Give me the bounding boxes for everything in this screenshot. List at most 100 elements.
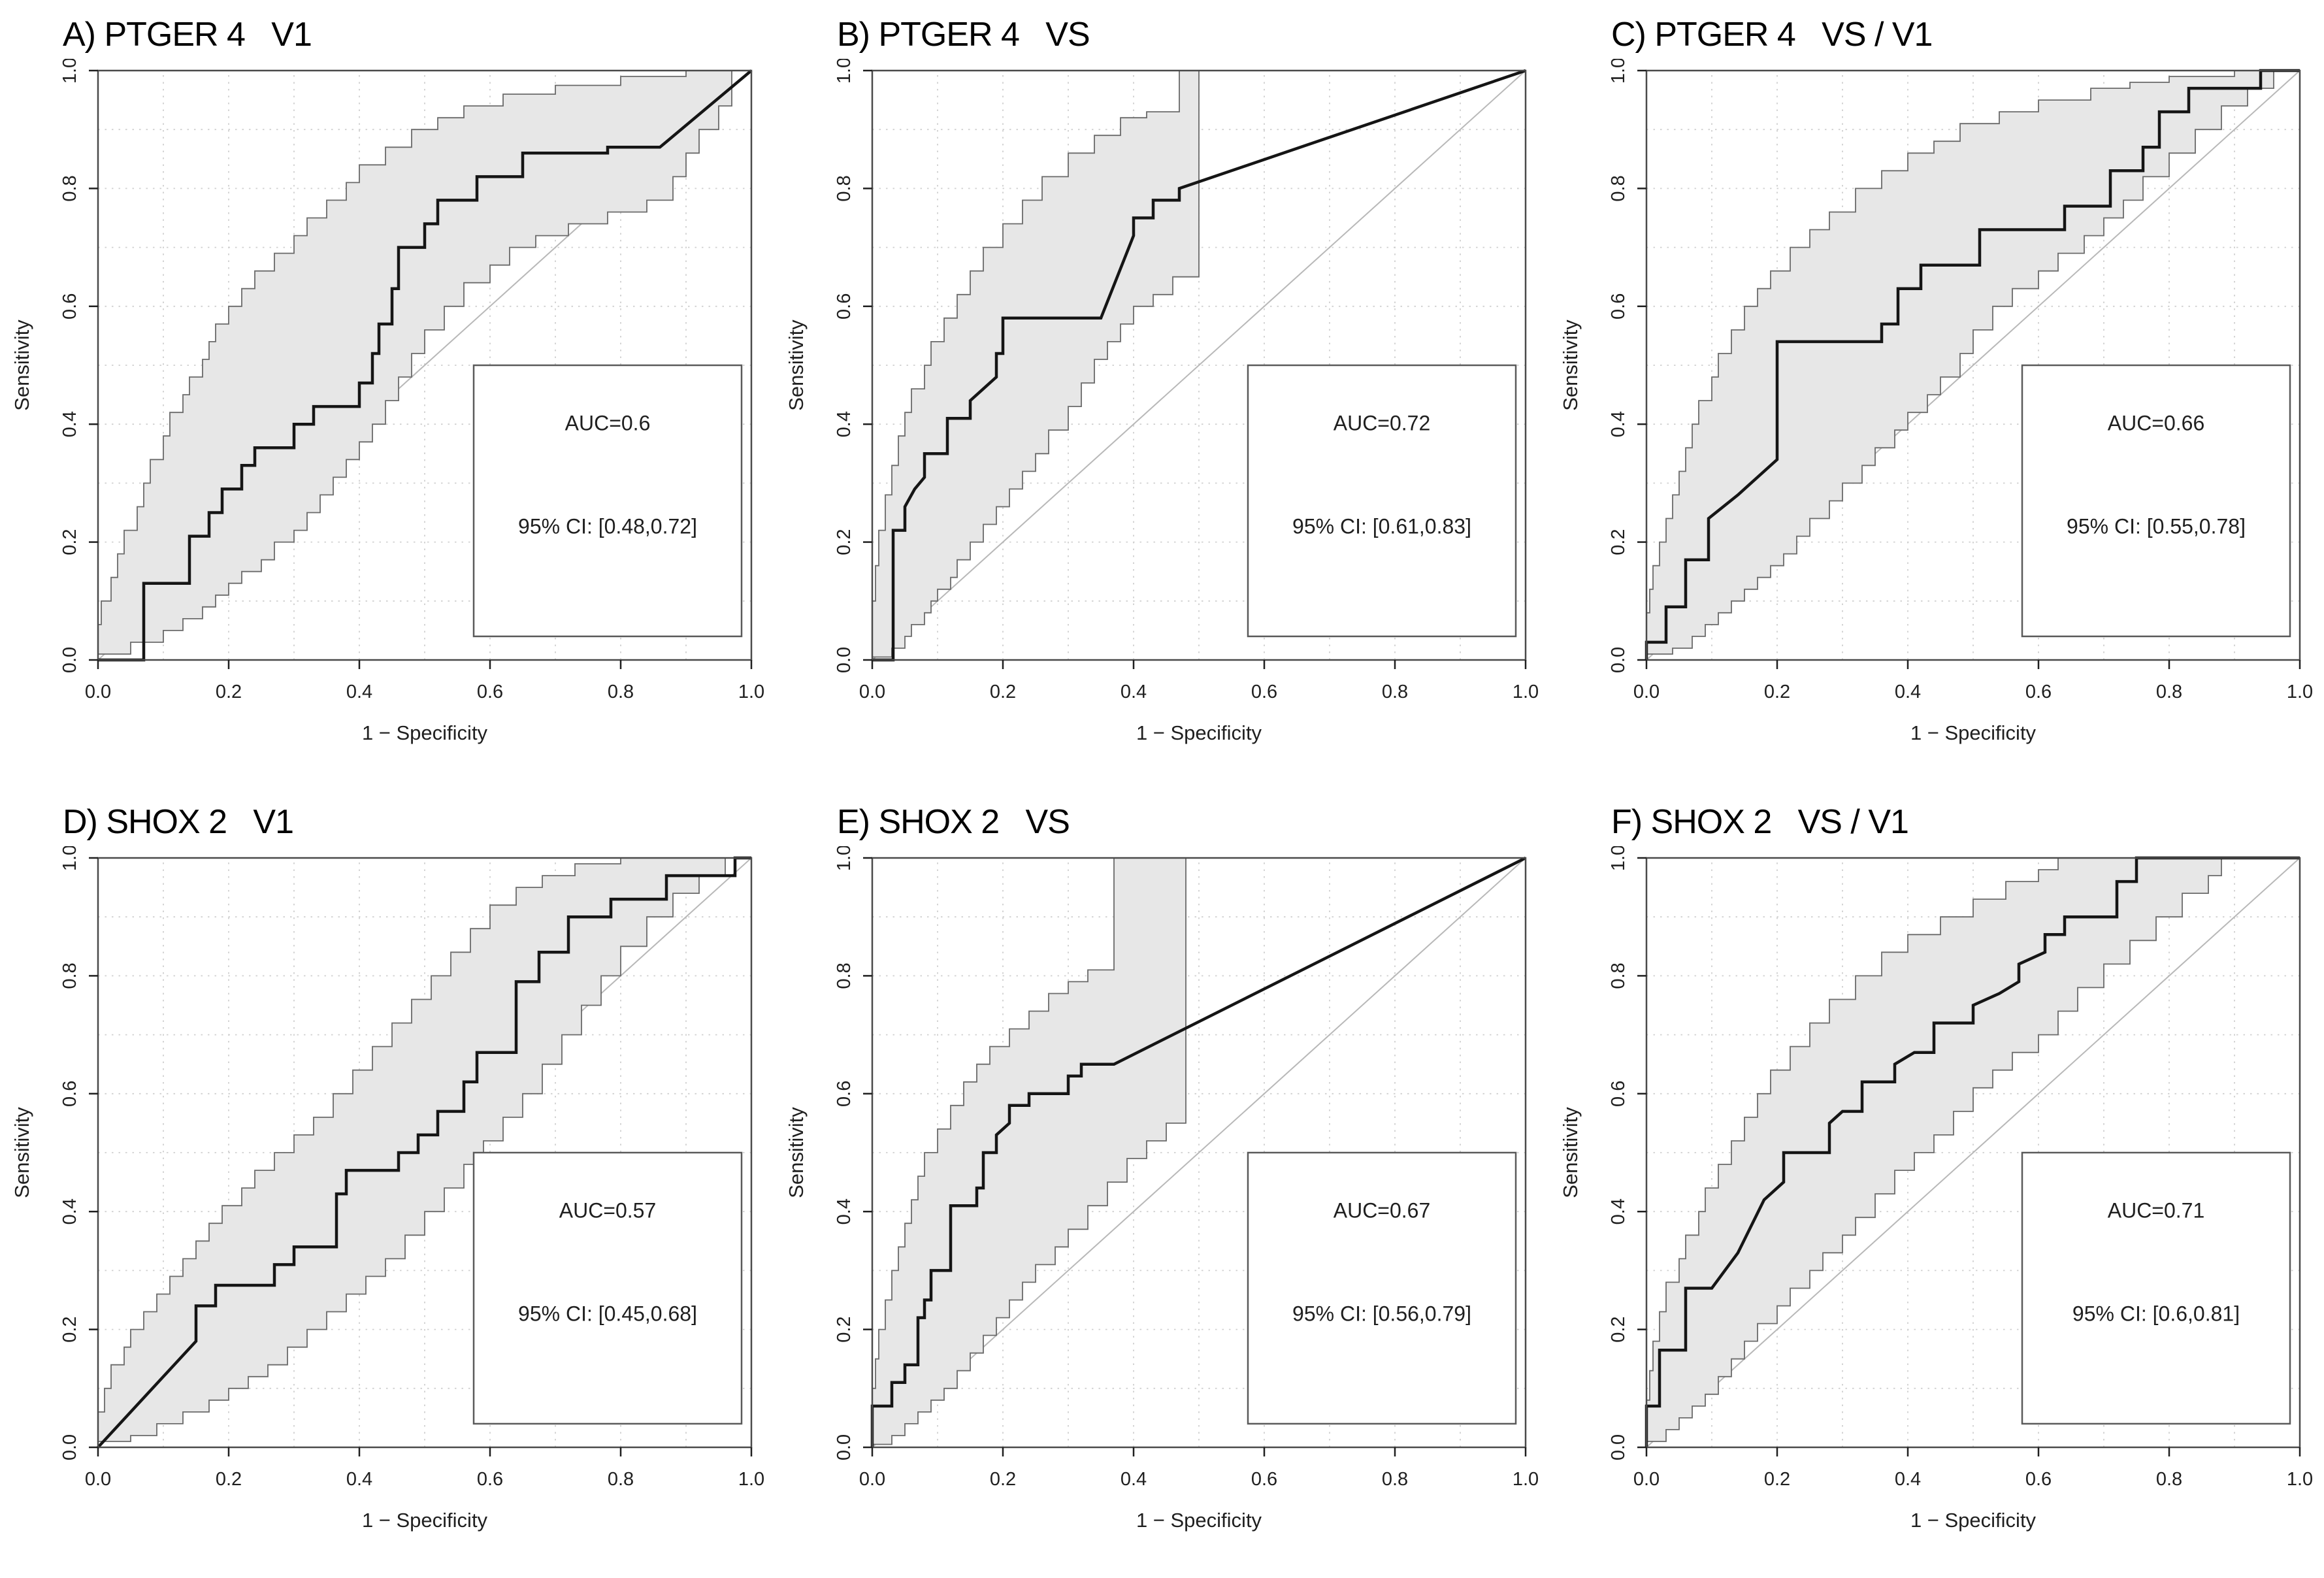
- y-axis-title: Sensitivity: [1559, 1107, 1582, 1198]
- panel-f: F) SHOX 2 VS / V1 AUC=0.71 95% CI: [0.6,0…: [1548, 787, 2323, 1575]
- axis-ticks: [89, 69, 753, 669]
- annotation-box: [1247, 1151, 1517, 1425]
- plot-frame: [1645, 69, 2301, 661]
- confidence-band: [1646, 858, 2300, 1447]
- y-tick-label: 0.6: [834, 1081, 855, 1107]
- x-tick-label: 0.6: [1251, 1469, 1277, 1490]
- axis-ticks: [863, 69, 1527, 669]
- y-tick-label: 0.8: [59, 962, 80, 989]
- panel-b: B) PTGER 4 VS AUC=0.72 95% CI: [0.61,0.83…: [774, 0, 1548, 787]
- y-tick-label: 0.0: [1608, 1434, 1629, 1460]
- y-tick-label: 1.0: [1608, 59, 1629, 84]
- x-tick-label: 1.0: [1513, 1469, 1539, 1490]
- y-tick-label: 0.6: [59, 1081, 80, 1107]
- roc-plot-b: AUC=0.72 95% CI: [0.61,0.83] 0.0 0.2 0.4 0.6 0…: [785, 59, 1539, 744]
- ci-value-label: 95% CI: [0.55,0.78]: [2067, 514, 2246, 538]
- x-axis-title: 1 − Specificity: [362, 721, 488, 744]
- ci-value-label: 95% CI: [0.61,0.83]: [1292, 514, 1471, 538]
- plot-frame: [871, 69, 1527, 661]
- y-tick-label: 0.4: [59, 411, 80, 437]
- y-tick-label: 0.2: [834, 529, 855, 555]
- auc-value-label: AUC=0.71: [2108, 1199, 2205, 1223]
- confidence-band: [872, 71, 1526, 660]
- x-tick-label: 0.4: [1895, 1469, 1921, 1490]
- y-tick-label: 1.0: [1608, 846, 1629, 871]
- confidence-band-lower-edge: [872, 857, 1526, 1447]
- plot-frame: [1645, 857, 2301, 1449]
- roc-plot-d: AUC=0.57 95% CI: [0.45,0.68] 0.0 0.2 0.4 0.6 0…: [10, 846, 764, 1532]
- panel-b-title: B) PTGER 4 VS: [837, 16, 1090, 54]
- x-tick-label: 0.6: [477, 682, 503, 702]
- y-tick-label: 0.0: [834, 1434, 855, 1460]
- axis-ticks: [863, 857, 1527, 1456]
- ci-value-label: 95% CI: [0.6,0.81]: [2072, 1302, 2240, 1325]
- y-tick-label: 0.2: [59, 529, 80, 555]
- x-tick-label: 0.6: [1251, 682, 1277, 702]
- y-tick-label: 0.8: [59, 175, 80, 201]
- x-tick-label: 0.2: [1764, 1469, 1790, 1490]
- confidence-band: [1646, 71, 2300, 660]
- y-tick-label: 0.2: [59, 1316, 80, 1342]
- x-tick-label: 0.4: [1121, 1469, 1147, 1490]
- x-axis-title: 1 − Specificity: [1136, 1509, 1262, 1532]
- panel-c-title: C) PTGER 4 VS / V1: [1611, 16, 1933, 54]
- x-tick-label: 0.8: [1382, 682, 1408, 702]
- ci-value-label: 95% CI: [0.48,0.72]: [518, 514, 697, 538]
- confidence-band-lower-edge: [97, 70, 751, 660]
- auc-value-label: AUC=0.57: [559, 1199, 657, 1223]
- x-axis-title: 1 − Specificity: [1910, 721, 2037, 744]
- confidence-band-upper-edge: [872, 70, 1526, 660]
- x-tick-label: 0.8: [2156, 682, 2182, 702]
- y-tick-label: 1.0: [834, 59, 855, 84]
- confidence-band-upper-edge: [1646, 70, 2300, 660]
- x-tick-label: 0.2: [216, 1469, 242, 1490]
- x-tick-label: 0.4: [346, 1469, 372, 1490]
- panel-f-title: F) SHOX 2 VS / V1: [1611, 803, 1909, 841]
- x-tick-label: 1.0: [2287, 682, 2313, 702]
- roc-plot-e: AUC=0.67 95% CI: [0.56,0.79] 0.0 0.2 0.4 0.6 0…: [785, 846, 1539, 1532]
- ci-value-label: 95% CI: [0.56,0.79]: [1292, 1302, 1471, 1325]
- y-tick-label: 0.4: [834, 411, 855, 437]
- annotation-box: [472, 1151, 743, 1425]
- confidence-band-upper-edge: [872, 857, 1526, 1447]
- panel-a: A) PTGER 4 V1 AUC=0.6 95% CI: [0.48,0.72]…: [0, 0, 774, 787]
- x-tick-label: 1.0: [738, 682, 764, 702]
- y-tick-label: 0.4: [834, 1198, 855, 1225]
- y-tick-label: 1.0: [59, 846, 80, 871]
- roc-curve: [1645, 856, 2300, 1447]
- x-tick-label: 0.0: [1633, 682, 1660, 702]
- panel-e-title: E) SHOX 2 VS: [837, 803, 1070, 841]
- panel-a-title: A) PTGER 4 V1: [63, 16, 312, 54]
- x-tick-label: 0.8: [608, 1469, 634, 1490]
- confidence-band-lower-edge: [1646, 70, 2300, 660]
- y-tick-label: 0.0: [1608, 647, 1629, 673]
- confidence-band: [872, 858, 1526, 1447]
- x-tick-label: 0.0: [85, 682, 111, 702]
- y-tick-label: 0.2: [1608, 1316, 1629, 1342]
- y-axis-title: Sensitivity: [1559, 320, 1582, 411]
- x-tick-label: 0.0: [859, 682, 885, 702]
- roc-curve: [872, 69, 1526, 662]
- y-tick-label: 0.6: [834, 293, 855, 320]
- x-tick-label: 0.4: [346, 682, 372, 702]
- axis-ticks: [1637, 69, 2301, 669]
- y-tick-label: 0.0: [59, 1434, 80, 1460]
- y-tick-label: 0.4: [1608, 1198, 1629, 1225]
- annotation-box: [2021, 364, 2291, 638]
- x-tick-label: 0.2: [990, 682, 1016, 702]
- confidence-band-upper-edge: [97, 857, 751, 1447]
- confidence-band-upper-edge: [97, 70, 751, 660]
- x-axis-title: 1 − Specificity: [1910, 1509, 2037, 1532]
- x-tick-label: 0.8: [608, 682, 634, 702]
- y-tick-label: 1.0: [59, 59, 80, 84]
- auc-value-label: AUC=0.66: [2108, 412, 2205, 435]
- y-tick-label: 0.6: [59, 293, 80, 320]
- panel-c: C) PTGER 4 VS / V1 AUC=0.66 95% CI: [0.55…: [1548, 0, 2323, 787]
- y-tick-label: 0.6: [1608, 293, 1629, 320]
- x-tick-label: 0.8: [1382, 1469, 1408, 1490]
- y-tick-label: 0.4: [1608, 411, 1629, 437]
- confidence-band-lower-edge: [1646, 857, 2300, 1447]
- x-tick-label: 0.0: [859, 1469, 885, 1490]
- confidence-band: [98, 71, 751, 660]
